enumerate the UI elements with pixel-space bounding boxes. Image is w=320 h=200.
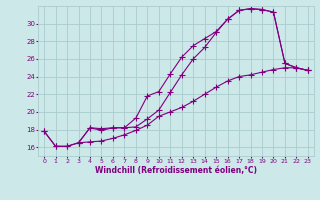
X-axis label: Windchill (Refroidissement éolien,°C): Windchill (Refroidissement éolien,°C) (95, 166, 257, 175)
